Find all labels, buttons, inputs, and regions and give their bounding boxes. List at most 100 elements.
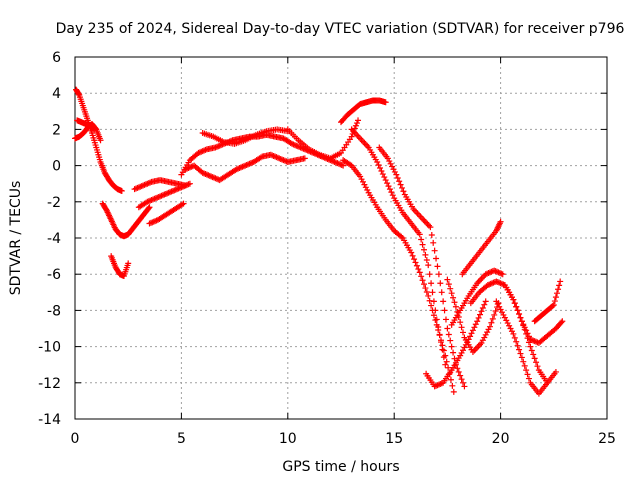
data-point	[436, 332, 443, 339]
data-point	[186, 180, 193, 187]
y-tick-label: 2	[52, 122, 61, 138]
data-point	[442, 316, 449, 323]
data-point	[450, 294, 457, 301]
data-point	[458, 376, 465, 383]
data-point	[458, 324, 465, 331]
data-point	[501, 314, 508, 321]
data-point	[428, 280, 435, 287]
y-tick-label: -6	[47, 267, 61, 283]
data-point	[389, 192, 396, 199]
data-point	[420, 246, 427, 253]
data-point	[427, 224, 434, 231]
data-point	[429, 289, 436, 296]
series-sat-f	[131, 177, 189, 193]
data-point	[520, 321, 527, 328]
data-point	[556, 282, 563, 289]
data-point	[429, 307, 436, 314]
data-point	[457, 372, 464, 379]
data-point	[503, 317, 510, 324]
data-point	[518, 318, 525, 325]
data-point	[468, 330, 475, 337]
data-point	[416, 269, 423, 276]
series-sat-a	[73, 86, 125, 194]
data-point	[378, 168, 385, 175]
data-point	[408, 249, 415, 256]
data-point	[525, 333, 532, 340]
data-point	[426, 297, 433, 304]
data-point	[481, 334, 488, 341]
x-tick-label: 10	[279, 431, 297, 447]
data-point	[447, 376, 454, 383]
series-sat-e	[108, 253, 132, 280]
data-point	[374, 158, 381, 165]
data-point	[485, 326, 492, 333]
data-point	[444, 276, 451, 283]
data-point	[426, 271, 433, 278]
data-point	[558, 319, 565, 326]
data-point	[412, 259, 419, 266]
y-tick-label: 6	[52, 50, 61, 66]
data-point	[553, 290, 560, 297]
series-sat-g	[135, 180, 193, 211]
data-point	[491, 311, 498, 318]
data-point	[454, 365, 461, 372]
data-point	[428, 302, 435, 309]
data-point	[475, 314, 482, 321]
data-point	[390, 166, 397, 173]
data-point	[450, 388, 457, 395]
chart-title: Day 235 of 2024, Sidereal Day-to-day VTE…	[56, 21, 625, 37]
series-sat-n	[348, 126, 449, 368]
data-point	[385, 183, 392, 190]
data-point	[400, 188, 407, 195]
data-point	[518, 354, 525, 361]
data-point	[445, 331, 452, 338]
x-tick-label: 5	[177, 431, 186, 447]
data-point	[555, 286, 562, 293]
data-point	[348, 133, 355, 140]
data-point	[415, 266, 422, 273]
series-sat-j	[182, 151, 308, 184]
data-point	[517, 314, 524, 321]
data-point	[488, 319, 495, 326]
data-point	[416, 231, 423, 238]
y-tick-label: 4	[52, 86, 61, 102]
data-point	[423, 257, 430, 264]
data-point	[358, 176, 365, 183]
data-point	[533, 359, 540, 366]
data-point	[430, 239, 437, 246]
data-point	[451, 299, 458, 306]
data-point	[517, 350, 524, 357]
series-sat-s	[448, 267, 506, 328]
data-point	[439, 342, 446, 349]
data-point	[362, 184, 369, 191]
data-point	[500, 311, 507, 318]
data-point	[437, 280, 444, 287]
data-point	[355, 117, 362, 124]
data-point	[455, 368, 462, 375]
data-point	[482, 331, 489, 338]
data-point	[441, 307, 448, 314]
data-point	[377, 165, 384, 172]
series-sat-q	[423, 298, 489, 390]
series-sat-h	[146, 200, 187, 227]
data-point	[146, 204, 153, 211]
data-point	[433, 255, 440, 262]
series-sat-p	[376, 144, 468, 390]
y-tick-label: -4	[47, 231, 61, 247]
data-point	[118, 187, 125, 194]
data-point	[430, 298, 437, 305]
data-point	[516, 311, 523, 318]
y-tick-label: -8	[47, 303, 61, 319]
data-point	[422, 251, 429, 258]
data-point	[516, 346, 523, 353]
data-point	[418, 236, 425, 243]
data-point	[382, 99, 389, 106]
data-point	[425, 292, 432, 299]
data-point	[457, 319, 464, 326]
data-point	[180, 200, 187, 207]
data-point	[387, 160, 394, 167]
data-point	[435, 327, 442, 334]
data-point	[521, 324, 528, 331]
data-point	[391, 168, 398, 175]
data-point	[492, 308, 499, 315]
